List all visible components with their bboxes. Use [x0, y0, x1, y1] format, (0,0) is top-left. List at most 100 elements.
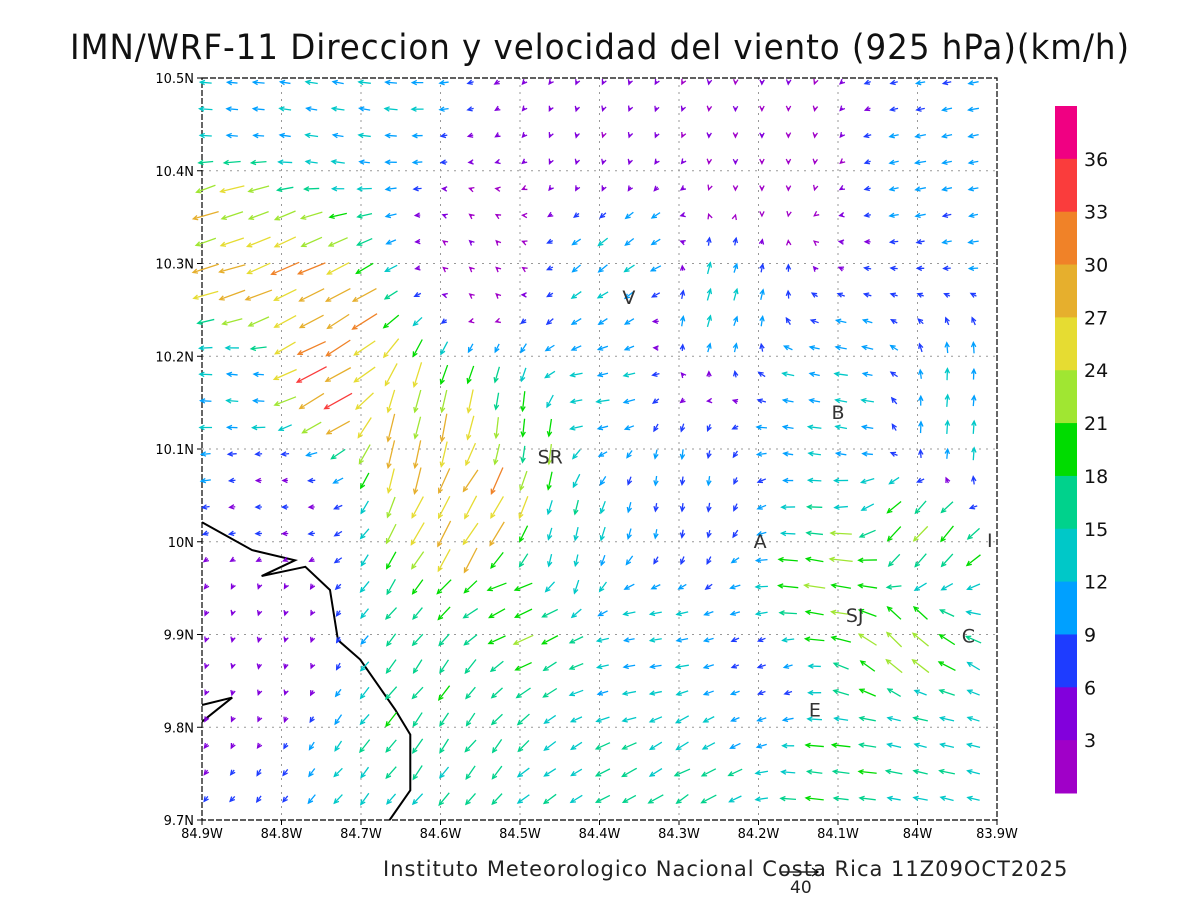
- arrow-shaft: [516, 687, 531, 699]
- wind-arrow: [194, 237, 217, 247]
- arrow-shaft: [834, 717, 849, 721]
- arrow-head: [247, 321, 254, 327]
- arrow-head: [247, 187, 254, 194]
- arrow-shaft: [325, 287, 351, 302]
- arrow-shaft: [467, 343, 474, 353]
- wind-arrow: [309, 716, 315, 724]
- wind-arrow: [838, 212, 845, 218]
- wind-arrow: [830, 742, 851, 749]
- wind-arrow: [781, 371, 795, 377]
- wind-arrow: [803, 583, 826, 589]
- wind-arrow: [863, 79, 871, 85]
- wind-arrow: [230, 583, 236, 590]
- arrow-shaft: [572, 264, 582, 273]
- arrow-head: [273, 349, 281, 355]
- arrow-head: [648, 637, 656, 643]
- wind-arrow: [413, 440, 422, 470]
- wind-arrow: [229, 556, 236, 562]
- arrow-head: [573, 509, 579, 516]
- wind-arrow: [679, 343, 686, 351]
- arrow-shaft: [889, 476, 900, 485]
- arrow-shaft: [623, 398, 636, 404]
- arrow-head: [627, 158, 633, 166]
- arrow-head: [385, 667, 392, 674]
- wind-arrow: [490, 687, 503, 699]
- arrow-head: [331, 132, 339, 139]
- arrow-shaft: [651, 238, 661, 245]
- arrow-head: [756, 689, 764, 696]
- arrow-shaft: [352, 287, 377, 302]
- wind-arrow: [598, 581, 607, 593]
- arrow-shaft: [356, 262, 374, 274]
- wind-arrow: [706, 476, 712, 487]
- wind-arrow: [785, 263, 792, 272]
- arrow-head: [385, 613, 391, 620]
- wind-arrow: [945, 476, 951, 484]
- wind-arrow: [966, 689, 980, 696]
- colorbar-swatch: [1055, 634, 1077, 688]
- wind-arrow: [412, 607, 423, 620]
- wind-arrow: [411, 793, 424, 806]
- arrow-head: [756, 504, 763, 510]
- arrow-shaft: [274, 236, 297, 248]
- arrow-head: [568, 691, 576, 697]
- wind-arrow: [280, 504, 289, 510]
- arrow-head: [548, 158, 554, 165]
- arrow-head: [296, 349, 304, 355]
- wind-arrow: [941, 159, 952, 166]
- arrow-shaft: [651, 584, 661, 590]
- arrow-head: [192, 294, 199, 300]
- arrow-head: [914, 508, 921, 515]
- wind-arrow: [359, 714, 370, 726]
- arrow-head: [967, 239, 974, 245]
- arrow-head: [858, 532, 866, 538]
- arrow-head: [382, 322, 389, 329]
- wind-arrow: [203, 742, 210, 750]
- arrow-shaft: [968, 134, 979, 138]
- wind-arrow: [839, 158, 846, 165]
- arrow-shaft: [200, 134, 212, 137]
- wind-arrow: [679, 423, 686, 433]
- arrow-head: [489, 666, 497, 673]
- reference-vector-label: 40: [790, 878, 812, 898]
- arrow-head: [273, 215, 281, 221]
- arrow-head: [803, 636, 811, 642]
- wind-arrow: [967, 186, 979, 192]
- arrow-shaft: [650, 690, 662, 695]
- arrow-head: [651, 371, 658, 377]
- arrow-head: [439, 436, 446, 443]
- arrow-head: [679, 289, 686, 296]
- wind-arrow: [225, 424, 238, 431]
- wind-arrow: [648, 610, 662, 617]
- arrow-head: [941, 79, 949, 86]
- arrow-head: [199, 451, 207, 457]
- arrow-head: [857, 557, 864, 563]
- arrow-shaft: [574, 499, 579, 515]
- arrow-shaft: [384, 290, 398, 300]
- arrow-head: [890, 396, 897, 403]
- arrow-head: [386, 406, 392, 414]
- arrow-head: [490, 512, 496, 520]
- wind-arrow: [275, 186, 294, 193]
- arrow-shaft: [222, 318, 243, 325]
- wind-arrow: [729, 742, 741, 749]
- wind-arrow: [621, 767, 638, 778]
- wind-arrow: [410, 79, 424, 86]
- arrow-shaft: [887, 526, 902, 542]
- arrow-shaft: [491, 793, 503, 805]
- wind-arrow: [548, 184, 554, 192]
- wind-arrow: [335, 636, 342, 644]
- wind-arrow: [413, 212, 421, 218]
- wind-arrow: [729, 690, 740, 696]
- arrow-head: [759, 342, 765, 350]
- wind-arrow: [703, 610, 714, 616]
- arrow-shaft: [806, 532, 823, 536]
- arrow-shaft: [967, 716, 980, 722]
- arrow-head: [305, 106, 312, 112]
- arrow-shaft: [201, 479, 211, 482]
- arrow-shaft: [571, 768, 583, 777]
- arrow-shaft: [200, 400, 212, 402]
- arrow-head: [623, 584, 630, 590]
- wind-arrow: [225, 371, 238, 378]
- wind-arrow: [680, 372, 687, 379]
